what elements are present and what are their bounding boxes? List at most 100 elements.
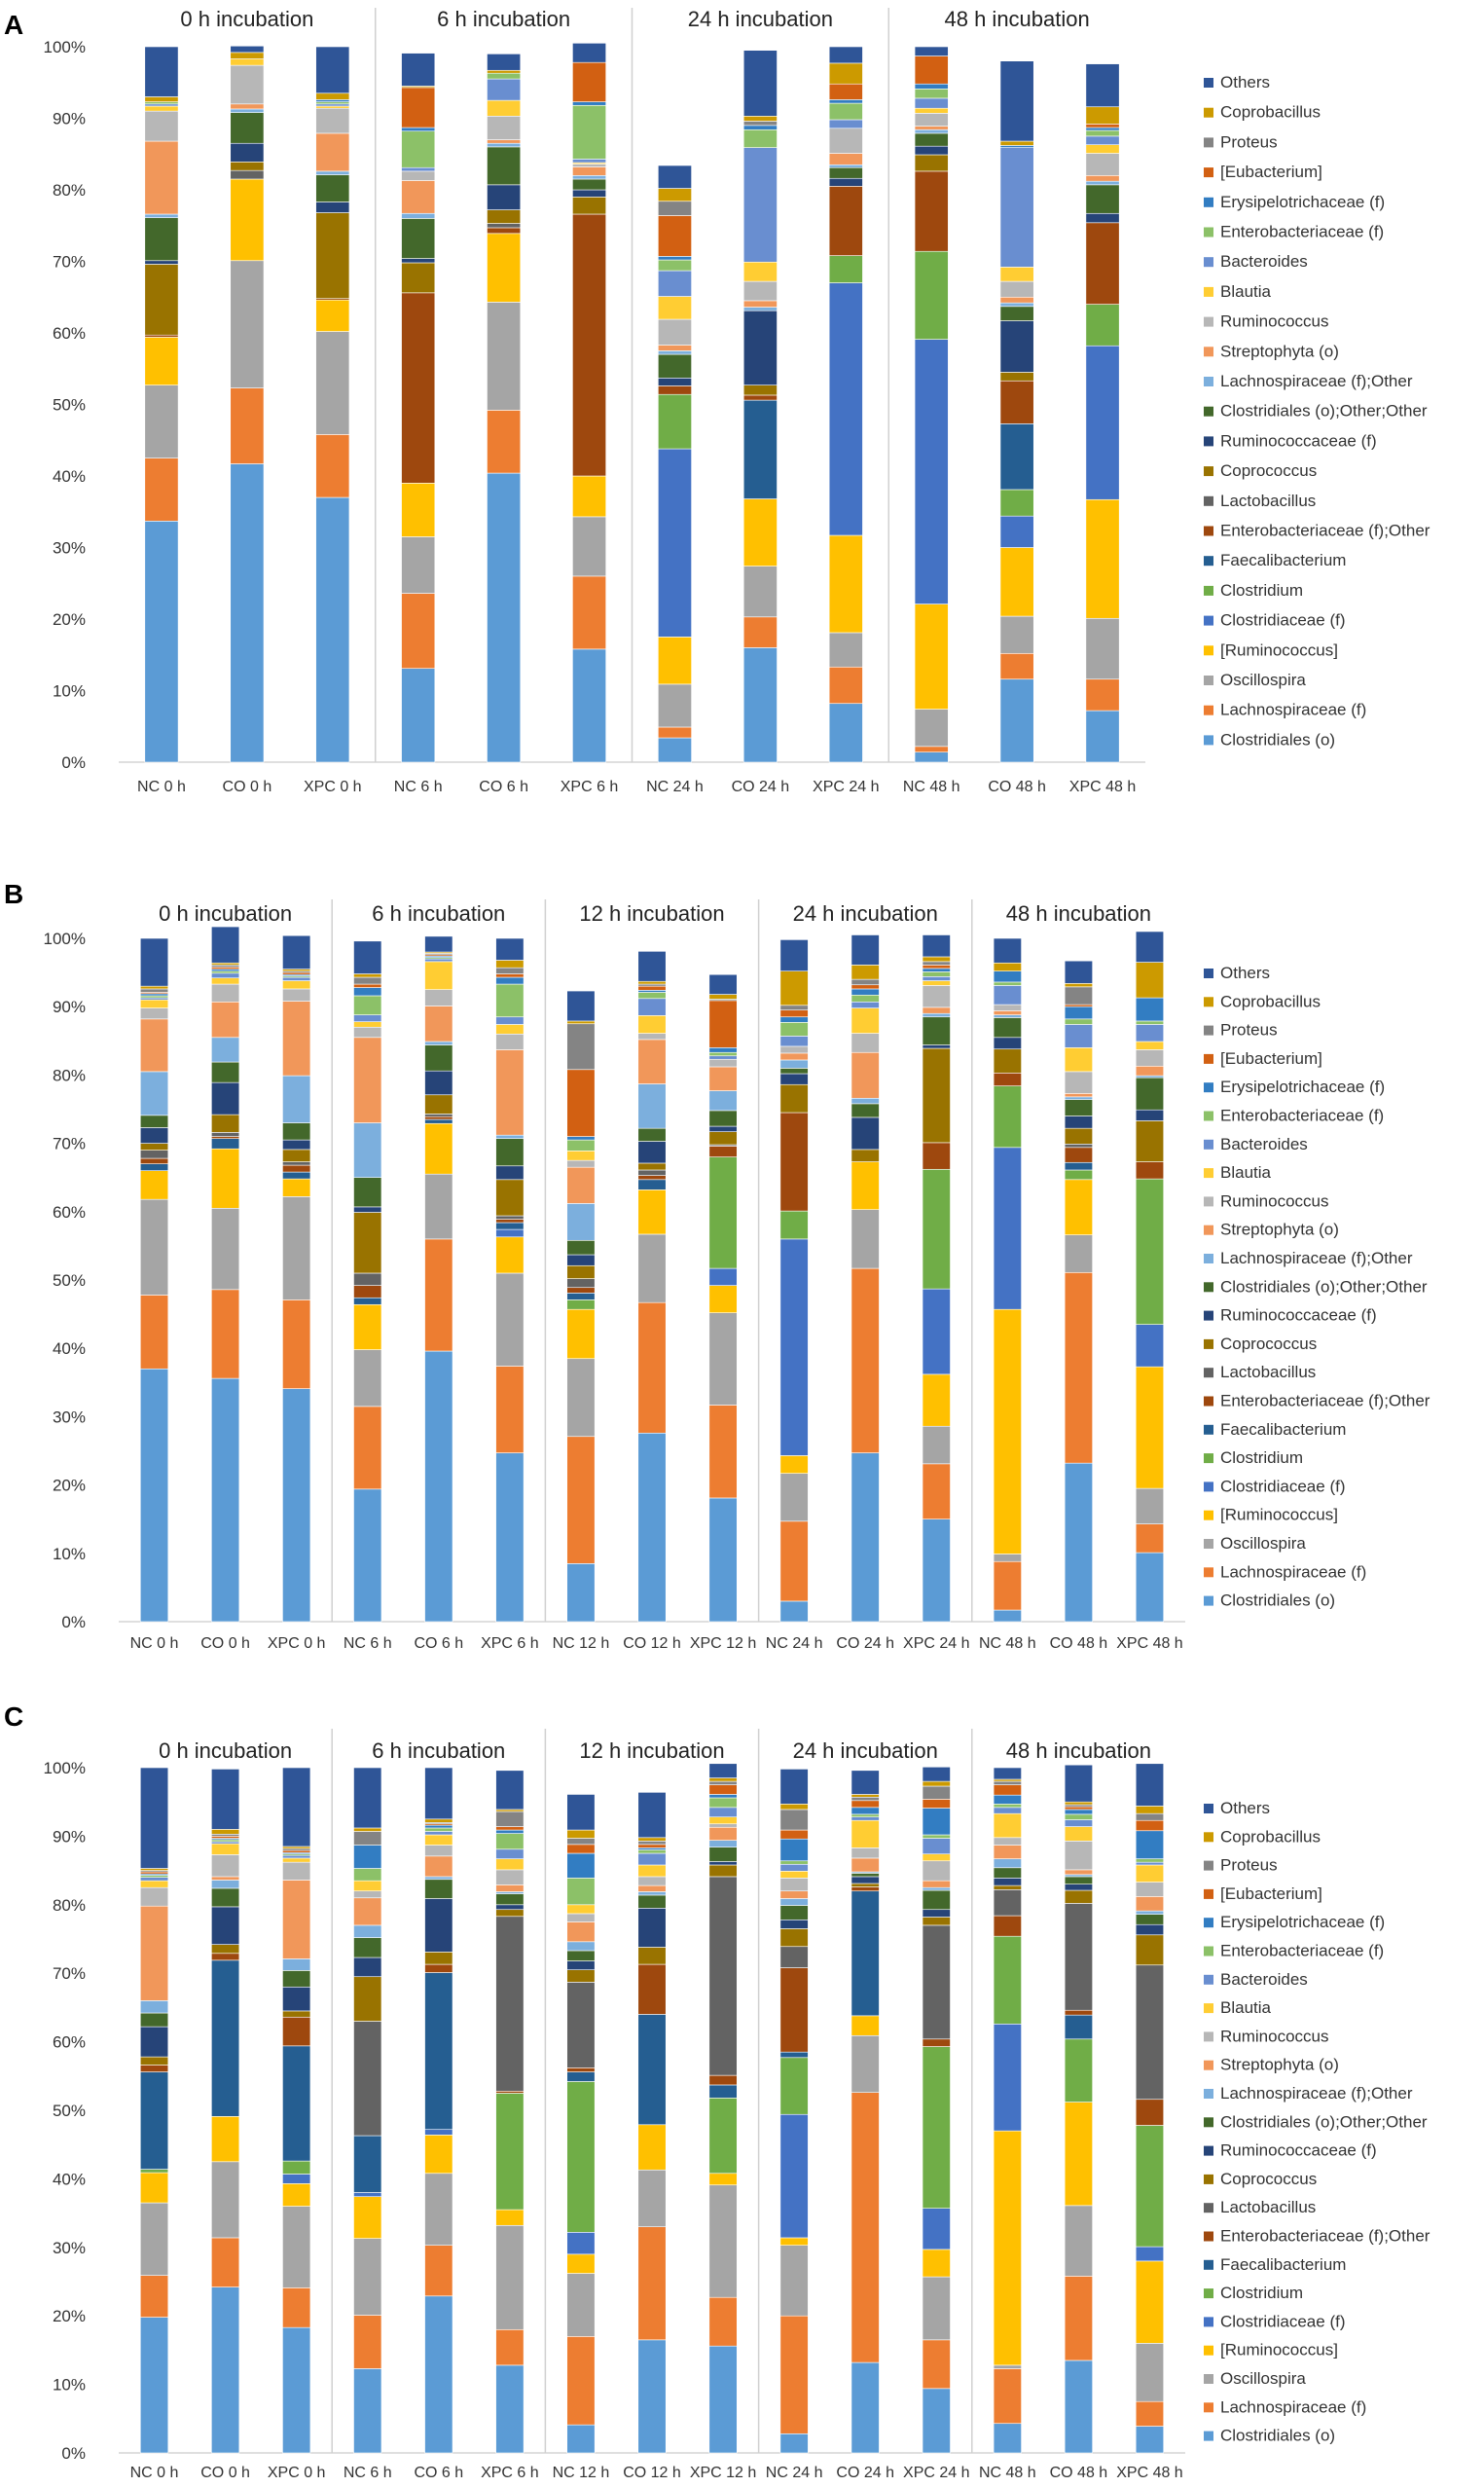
legend-swatch (1204, 526, 1213, 536)
bar-segment (779, 1946, 809, 1968)
bar-segment (1064, 1147, 1093, 1163)
bar-segment (353, 2196, 382, 2239)
bar-segment (914, 751, 949, 763)
bar-segment (401, 218, 436, 259)
bar-segment (282, 976, 311, 981)
y-tick-label: 100% (44, 1759, 86, 1777)
legend-label: Coprococcus (1220, 2170, 1317, 2188)
bar-segment (851, 1149, 880, 1162)
x-tick-label: CO 0 h (223, 779, 272, 795)
bar-segment (424, 1827, 453, 1832)
y-tick-label: 60% (53, 2033, 86, 2052)
bar-segment (424, 2135, 453, 2175)
bar-segment (851, 1051, 880, 1099)
bar-segment (922, 2388, 951, 2454)
bar-segment (230, 58, 265, 66)
bar-segment (742, 384, 778, 396)
bar-segment (779, 970, 809, 1006)
bar-segment (424, 1114, 453, 1117)
bar-segment (742, 307, 778, 311)
bar-segment (353, 1897, 382, 1926)
bar-segment (572, 213, 606, 477)
x-tick-label: NC 48 h (979, 2465, 1036, 2481)
x-tick-label: CO 0 h (200, 1635, 250, 1652)
bar-segment (999, 60, 1034, 142)
bar-segment (139, 1018, 169, 1073)
bar-segment (315, 496, 350, 763)
bar-segment (566, 1023, 596, 1071)
bar-segment (353, 2368, 382, 2454)
bar-segment (144, 140, 179, 215)
bar-segment (1085, 710, 1120, 763)
bar-segment (993, 2130, 1022, 2366)
bar-segment (353, 1406, 382, 1490)
bar-segment (211, 1289, 240, 1379)
bar-segment (708, 1267, 738, 1286)
bar-segment (637, 1891, 667, 1896)
bar-segment (851, 965, 880, 980)
bar-segment (495, 2090, 525, 2094)
bar-segment (139, 1071, 169, 1116)
bar-segment (1064, 1127, 1093, 1145)
x-tick-label: CO 48 h (988, 779, 1046, 795)
bar-segment (851, 2361, 880, 2454)
bar-segment (999, 615, 1034, 654)
bar-segment (1135, 1552, 1165, 1623)
bar-segment (1135, 2099, 1165, 2126)
bar-segment (424, 989, 453, 1006)
bar-segment (851, 994, 880, 1003)
bar-segment (1135, 1523, 1165, 1554)
legend-label: Ruminococcaceae (f) (1220, 1306, 1377, 1325)
bar-segment (851, 1103, 880, 1118)
bar-segment (144, 217, 179, 262)
bar-segment (230, 64, 265, 105)
y-tick-label: 30% (53, 1408, 86, 1426)
bar-segment (708, 1066, 738, 1091)
legend-swatch (1204, 1338, 1213, 1349)
bar-segment (637, 1189, 667, 1235)
legend-swatch (1204, 1082, 1213, 1093)
legend-label: Lachnospiraceae (f) (1220, 701, 1366, 719)
legend-swatch (1204, 1254, 1213, 1263)
bar-segment (282, 1880, 311, 1959)
x-tick-label: NC 6 h (344, 2465, 392, 2481)
legend-swatch (1204, 1368, 1213, 1378)
bar-segment (495, 1215, 525, 1220)
bar-segment (424, 935, 453, 953)
bar-segment (708, 1055, 738, 1060)
legend-label: [Eubacterium] (1220, 1049, 1322, 1068)
x-tick-label: NC 48 h (903, 779, 960, 795)
legend-swatch (1204, 2317, 1213, 2327)
bar-segment (566, 1166, 596, 1204)
bar-segment (637, 992, 667, 1000)
x-tick-label: NC 0 h (130, 2465, 179, 2481)
bar-segment (401, 536, 436, 594)
bar-segment (572, 178, 606, 191)
bar-segment (495, 1165, 525, 1181)
bar-segment (851, 1876, 880, 1884)
y-tick-label: 100% (44, 930, 86, 948)
bar-segment (708, 1058, 738, 1068)
x-tick-label: XPC 24 h (903, 1635, 969, 1652)
bar-segment (144, 384, 179, 458)
bar-segment (487, 227, 522, 235)
bar-segment (779, 1809, 809, 1831)
bar-segment (1135, 1858, 1165, 1863)
bar-segment (993, 1935, 1022, 2025)
bar-segment (282, 1171, 311, 1180)
bar-segment (495, 1770, 525, 1810)
bar-segment (495, 1893, 525, 1906)
bar-segment (230, 45, 265, 54)
bar-segment (922, 1044, 951, 1049)
bar-segment (993, 1609, 1022, 1623)
bar-segment (566, 1904, 596, 1915)
bar-segment (424, 1824, 453, 1829)
bar-segment (993, 981, 1022, 986)
bar-segment (779, 1871, 809, 1879)
bar-segment (211, 1944, 240, 1955)
bar-segment (566, 1436, 596, 1564)
bar-segment (742, 128, 778, 148)
bar-segment (658, 350, 692, 355)
bar-segment (487, 410, 522, 474)
